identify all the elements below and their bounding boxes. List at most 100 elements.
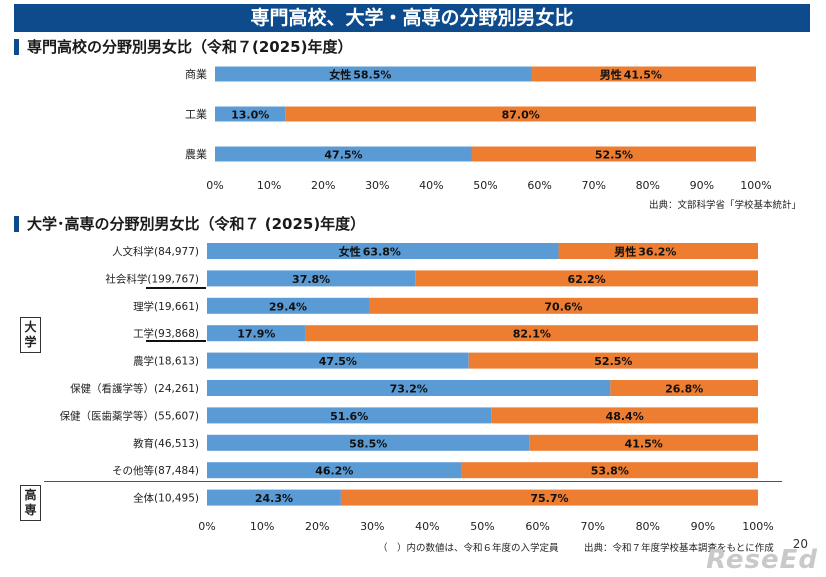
bar-male (529, 434, 758, 451)
series-name-label: 女性 (329, 68, 351, 82)
bar-female (207, 380, 611, 396)
category-label: 保健（看護学等）(24,261) (70, 382, 199, 395)
page-banner-title: 専門高校、大学・高専の分野別男女比 (14, 4, 810, 32)
category-label: 工業 (185, 108, 207, 121)
x-tick-label: 100% (742, 520, 773, 533)
x-tick-label: 50% (470, 520, 494, 533)
x-tick-label: 90% (691, 520, 715, 533)
x-tick-label: 20% (305, 520, 329, 533)
bar-female (207, 407, 492, 424)
series-name-label: 男性 (614, 245, 636, 259)
x-tick-label: 80% (636, 179, 660, 192)
chart1-vocational-high-school: 商業 女性 58.5% 男性 41.5% 工業 13.0% 87.0% 農業 47.5% 52.5%… (185, 66, 772, 192)
bar-male (415, 270, 758, 287)
data-label: 52.5% (595, 149, 633, 162)
data-label: 52.5% (594, 355, 632, 368)
x-tick-label: 90% (690, 179, 714, 192)
category-label: 人文科学(84,977) (112, 245, 199, 258)
reseed-logo: ReseEd (706, 545, 818, 575)
data-label: 58.5% (353, 69, 391, 82)
data-label: 26.8% (665, 383, 703, 396)
data-label: 24.3% (255, 492, 293, 505)
category-label: 保健（医歯薬学等）(55,607) (60, 409, 199, 422)
category-label: 全体(10,495) (133, 492, 199, 505)
category-label: 工学(93,868) (133, 327, 199, 340)
bar-male (531, 66, 756, 82)
bar-male (491, 407, 758, 424)
series-name-label: 女性 (339, 245, 361, 259)
data-label: 63.8% (363, 246, 401, 259)
x-tick-label: 40% (419, 179, 443, 192)
x-tick-label: 100% (740, 179, 771, 192)
data-label: 29.4% (269, 300, 307, 313)
bar-male (368, 297, 758, 314)
bar-female (215, 66, 532, 82)
x-tick-label: 40% (415, 520, 439, 533)
data-label: 53.8% (591, 465, 629, 478)
data-label: 17.9% (237, 328, 275, 341)
x-tick-label: 0% (206, 179, 223, 192)
data-label: 87.0% (502, 109, 540, 122)
bar-female (207, 434, 530, 451)
bar-male (558, 243, 758, 259)
data-label: 37.8% (292, 273, 330, 286)
data-label: 70.6% (544, 300, 582, 313)
data-label: 58.5% (349, 437, 387, 450)
page-number: 20 (792, 537, 808, 551)
data-label: 41.5% (624, 69, 662, 82)
chart2-source: 出典：令和７年度学校基本調査をもとに作成 (584, 543, 774, 554)
bar-male (461, 462, 758, 479)
data-label: 46.2% (315, 465, 353, 478)
bar-male (285, 106, 756, 122)
bar-female (207, 243, 559, 259)
data-label: 82.1% (513, 328, 551, 341)
series-name-label: 男性 (600, 68, 622, 82)
bar-male (610, 380, 758, 396)
data-label: 48.4% (606, 410, 644, 423)
bar-male (468, 352, 758, 369)
x-tick-label: 0% (198, 520, 215, 533)
bar-female (207, 352, 469, 369)
bar-female (207, 325, 306, 342)
bar-female (215, 146, 472, 162)
category-label: 教育(46,513) (133, 437, 199, 450)
bar-male (340, 489, 758, 506)
data-label: 47.5% (319, 355, 357, 368)
category-label: 商業 (185, 67, 207, 81)
x-tick-label: 70% (580, 520, 604, 533)
x-tick-label: 60% (525, 520, 549, 533)
x-tick-label: 50% (473, 179, 497, 192)
data-label: 13.0% (231, 109, 269, 122)
x-tick-label: 30% (360, 520, 384, 533)
data-label: 36.2% (638, 246, 676, 259)
category-label: 社会科学(199,767) (105, 272, 199, 285)
group-divider-line (44, 481, 782, 482)
category-label: 農業 (185, 147, 207, 161)
data-label: 73.2% (390, 383, 428, 396)
data-label: 75.7% (530, 492, 568, 505)
category-label: 理学(19,661) (133, 300, 199, 313)
x-tick-label: 60% (527, 179, 551, 192)
chart2-title: 大学･高専の分野別男女比（令和７ (2025)年度） (14, 214, 365, 234)
x-tick-label: 70% (581, 179, 605, 192)
chart2-note: （ ）内の数値は、令和６年度の入学定員 (378, 543, 559, 554)
data-label: 47.5% (324, 149, 362, 162)
data-label: 62.2% (568, 273, 606, 286)
category-label: 農学(18,613) (133, 355, 199, 368)
x-tick-label: 20% (311, 179, 335, 192)
underline-social-science (146, 287, 206, 289)
underline-engineering (146, 340, 206, 342)
bar-male (305, 325, 758, 342)
bar-female (207, 489, 341, 506)
bar-male (471, 146, 756, 162)
chart1-source: 出典：文部科学省「学校基本統計」 (649, 200, 802, 211)
x-tick-label: 10% (257, 179, 281, 192)
bar-female (207, 462, 462, 479)
chart1-title: 専門高校の分野別男女比（令和７(2025)年度） (14, 37, 352, 57)
group-label-university: 大学 (20, 317, 41, 353)
chart2-university-college: 人文科学(84,977) 女性 63.8% 男性 36.2% 社会科学(199,767) 3… (60, 243, 774, 533)
data-label: 51.6% (330, 410, 368, 423)
category-label: その他等(87,484) (112, 464, 199, 477)
x-tick-label: 80% (636, 520, 660, 533)
data-label: 41.5% (625, 437, 663, 450)
